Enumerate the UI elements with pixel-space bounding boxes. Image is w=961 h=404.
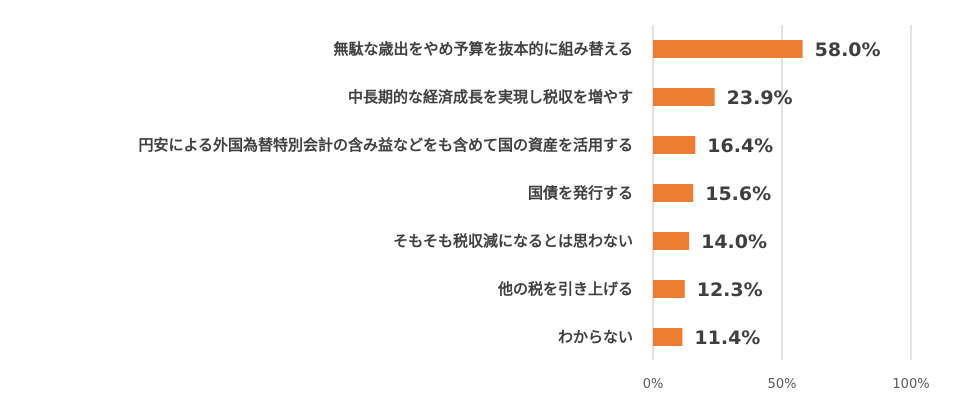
category-label: 他の税を引き上げる bbox=[497, 280, 633, 298]
value-label: 15.6% bbox=[705, 183, 771, 205]
bar bbox=[653, 232, 690, 250]
x-tick-label: 100% bbox=[892, 377, 929, 392]
value-label: 16.4% bbox=[707, 135, 773, 157]
category-label: 中長期的な経済成長を実現し税収を増やす bbox=[348, 88, 633, 106]
category-label: 円安による外国為替特別会計の含み益などをも含めて国の資産を活用する bbox=[138, 136, 633, 154]
bar bbox=[653, 88, 715, 106]
x-tick-label: 50% bbox=[768, 377, 797, 392]
value-label: 12.3% bbox=[697, 279, 763, 301]
category-label: そもそも税収減になるとは思わない bbox=[393, 232, 633, 250]
value-label: 58.0% bbox=[815, 39, 881, 61]
x-axis-ticks: 0% 50% 100% bbox=[643, 377, 930, 392]
bar bbox=[653, 328, 683, 346]
labels: 無駄な歳出をやめ予算を抜本的に組み替える 58.0% 中長期的な経済成長を実現し税収… bbox=[138, 39, 880, 349]
value-label: 14.0% bbox=[701, 231, 767, 253]
category-label: わからない bbox=[558, 328, 633, 346]
value-label: 11.4% bbox=[694, 327, 760, 349]
category-label: 無駄な歳出をやめ予算を抜本的に組み替える bbox=[333, 40, 633, 58]
bars bbox=[653, 40, 803, 346]
bar bbox=[653, 136, 696, 154]
bar bbox=[653, 40, 803, 58]
bar bbox=[653, 184, 694, 202]
category-label: 国債を発行する bbox=[528, 184, 633, 202]
x-tick-label: 0% bbox=[643, 377, 664, 392]
value-label: 23.9% bbox=[727, 87, 793, 109]
bar bbox=[653, 280, 685, 298]
